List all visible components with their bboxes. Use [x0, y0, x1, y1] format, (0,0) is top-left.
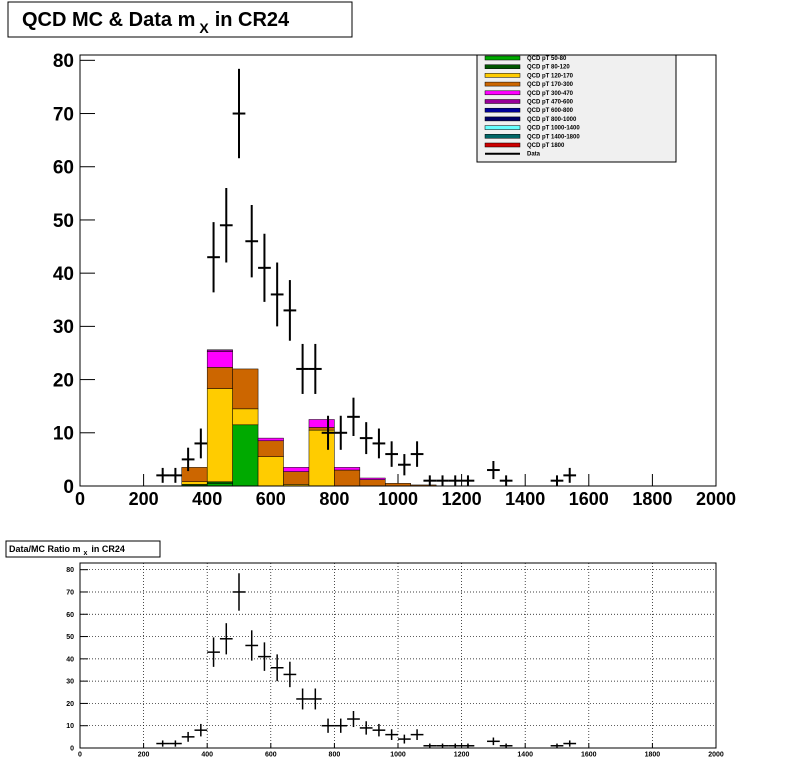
- histogram-bar: [334, 469, 361, 487]
- histogram-bar: [232, 424, 259, 487]
- title-text: QCD MC & Data m: [22, 9, 195, 31]
- x-tick-label: 1000: [390, 752, 406, 759]
- histogram-bar: [308, 427, 335, 431]
- x-tick-label: 0: [78, 752, 82, 759]
- x-tick-label: 600: [256, 489, 286, 509]
- y-tick-label: 20: [53, 370, 74, 391]
- legend-label: QCD pT 800-1000: [527, 117, 577, 123]
- histogram-bar: [359, 479, 386, 487]
- ratio-title-box: [5, 540, 161, 558]
- title-rest: in CR24: [91, 544, 125, 554]
- y-tick-label: 20: [66, 701, 74, 708]
- x-tick-label: 1600: [581, 752, 597, 759]
- legend-swatch: [484, 134, 521, 139]
- histogram-bar: [283, 471, 310, 485]
- y-tick-label: 70: [66, 589, 74, 596]
- legend-swatch: [484, 55, 521, 61]
- ratio-title: Data/MC Ratio m x in CR24: [9, 544, 125, 557]
- x-tick-label: 200: [129, 489, 159, 509]
- histogram-bar: [257, 456, 284, 487]
- x-tick-label: 400: [201, 752, 213, 759]
- histogram-bar: [308, 429, 335, 487]
- y-tick-label: 10: [66, 723, 74, 730]
- y-tick-label: 50: [66, 634, 74, 641]
- title-subscript: X: [199, 20, 209, 36]
- y-tick-label: 30: [53, 317, 74, 338]
- legend-label: QCD pT 80-120: [527, 65, 570, 71]
- histogram-bar: [359, 477, 386, 480]
- histogram-bar: [181, 467, 208, 482]
- x-tick-label: 800: [319, 489, 349, 509]
- histogram-bar: [206, 349, 233, 352]
- y-tick-label: 70: [53, 104, 74, 125]
- legend-swatch: [484, 107, 521, 113]
- legend-swatch: [484, 64, 521, 69]
- histogram-bar: [232, 408, 259, 426]
- legend-label: QCD pT 120-170: [527, 73, 574, 79]
- histogram-bar: [232, 368, 259, 410]
- y-tick-label: 50: [53, 211, 74, 232]
- y-tick-label: 0: [63, 477, 74, 498]
- legend-label: QCD pT 50-80: [527, 56, 567, 62]
- histogram-bar: [257, 440, 284, 457]
- legend-swatch: [484, 73, 521, 78]
- x-tick-label: 200: [138, 752, 150, 759]
- histogram-bar: [334, 467, 361, 471]
- legend-label: QCD pT 170-300: [527, 82, 574, 88]
- title-box: [7, 1, 353, 38]
- x-tick-label: 1200: [442, 489, 482, 509]
- legend-label: QCD pT 1000-1400: [527, 126, 580, 132]
- legend-label: QCD pT 1400-1800: [527, 134, 580, 140]
- y-tick-label: 0: [70, 746, 74, 753]
- histogram-bar: [257, 437, 284, 442]
- x-tick-label: 1000: [378, 489, 418, 509]
- legend-label: QCD pT 1800: [527, 143, 565, 149]
- legend-swatch: [484, 142, 521, 148]
- y-tick-label: 60: [66, 612, 74, 619]
- title-text: Data/MC Ratio m: [9, 544, 81, 554]
- x-tick-label: 600: [265, 752, 277, 759]
- x-tick-label: 1400: [505, 489, 545, 509]
- histogram-bar: [206, 351, 233, 368]
- x-tick-label: 2000: [708, 752, 724, 759]
- histogram-bar: [181, 481, 208, 485]
- y-tick-label: 30: [66, 679, 74, 686]
- x-tick-label: 1800: [632, 489, 672, 509]
- x-tick-label: 2000: [696, 489, 736, 509]
- plot-frame: [79, 54, 717, 487]
- x-tick-label: 1600: [569, 489, 609, 509]
- legend-swatch: [484, 125, 521, 130]
- legend-label: QCD pT 300-470: [527, 91, 574, 97]
- y-tick-label: 40: [66, 656, 74, 663]
- title-rest: in CR24: [215, 9, 290, 31]
- histogram-bar: [206, 388, 233, 482]
- y-tick-label: 80: [66, 567, 74, 574]
- legend-label: Data: [527, 152, 541, 158]
- legend-swatch: [484, 81, 521, 87]
- y-tick-label: 60: [53, 158, 74, 179]
- legend-swatch: [484, 90, 521, 96]
- histogram-bar: [308, 419, 335, 428]
- x-tick-label: 400: [192, 489, 222, 509]
- y-tick-label: 40: [53, 264, 74, 285]
- histogram-bar: [283, 467, 310, 472]
- y-tick-label: 80: [53, 51, 74, 72]
- title-subscript: x: [84, 550, 88, 557]
- legend-label: QCD pT 470-600: [527, 100, 574, 106]
- x-tick-label: 800: [329, 752, 341, 759]
- y-tick-label: 10: [53, 424, 74, 445]
- histogram-bar: [206, 367, 233, 389]
- plot-frame: [79, 562, 717, 749]
- legend-swatch: [484, 99, 521, 104]
- legend-swatch: [484, 116, 521, 122]
- x-tick-label: 1800: [645, 752, 661, 759]
- x-tick-label: 1200: [454, 752, 470, 759]
- x-tick-label: 0: [75, 489, 85, 509]
- x-tick-label: 1400: [517, 752, 533, 759]
- legend-label: QCD pT 600-800: [527, 108, 574, 114]
